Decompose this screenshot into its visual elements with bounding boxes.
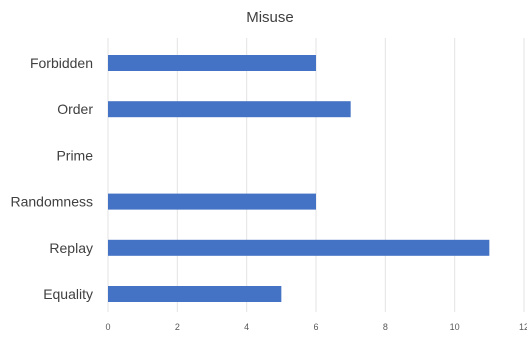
x-tick-label: 12: [519, 322, 527, 332]
bar: [108, 193, 316, 210]
x-tick-label: 2: [175, 322, 180, 332]
category-label: Equality: [43, 286, 93, 302]
x-tick-label: 0: [105, 322, 110, 332]
bars: [108, 55, 490, 302]
category-labels: Forbidden Order Prime Randomness Replay Equal…: [11, 55, 94, 302]
bar: [108, 286, 282, 302]
x-axis-tick-labels: 0 2 4 6 8 10 12: [105, 322, 527, 332]
gridlines: [107, 38, 525, 312]
x-tick-label: 10: [450, 322, 460, 332]
chart-title: Misuse: [246, 9, 294, 26]
x-tick-label: 6: [313, 322, 318, 332]
category-label: Prime: [56, 147, 93, 163]
bar: [108, 239, 490, 256]
category-label: Order: [57, 101, 93, 117]
category-label: Randomness: [11, 194, 94, 210]
bar: [108, 101, 351, 118]
x-tick-label: 8: [383, 322, 388, 332]
category-label: Replay: [49, 240, 93, 256]
bar: [108, 55, 316, 71]
x-tick-label: 4: [244, 322, 249, 332]
category-label: Forbidden: [30, 55, 93, 71]
